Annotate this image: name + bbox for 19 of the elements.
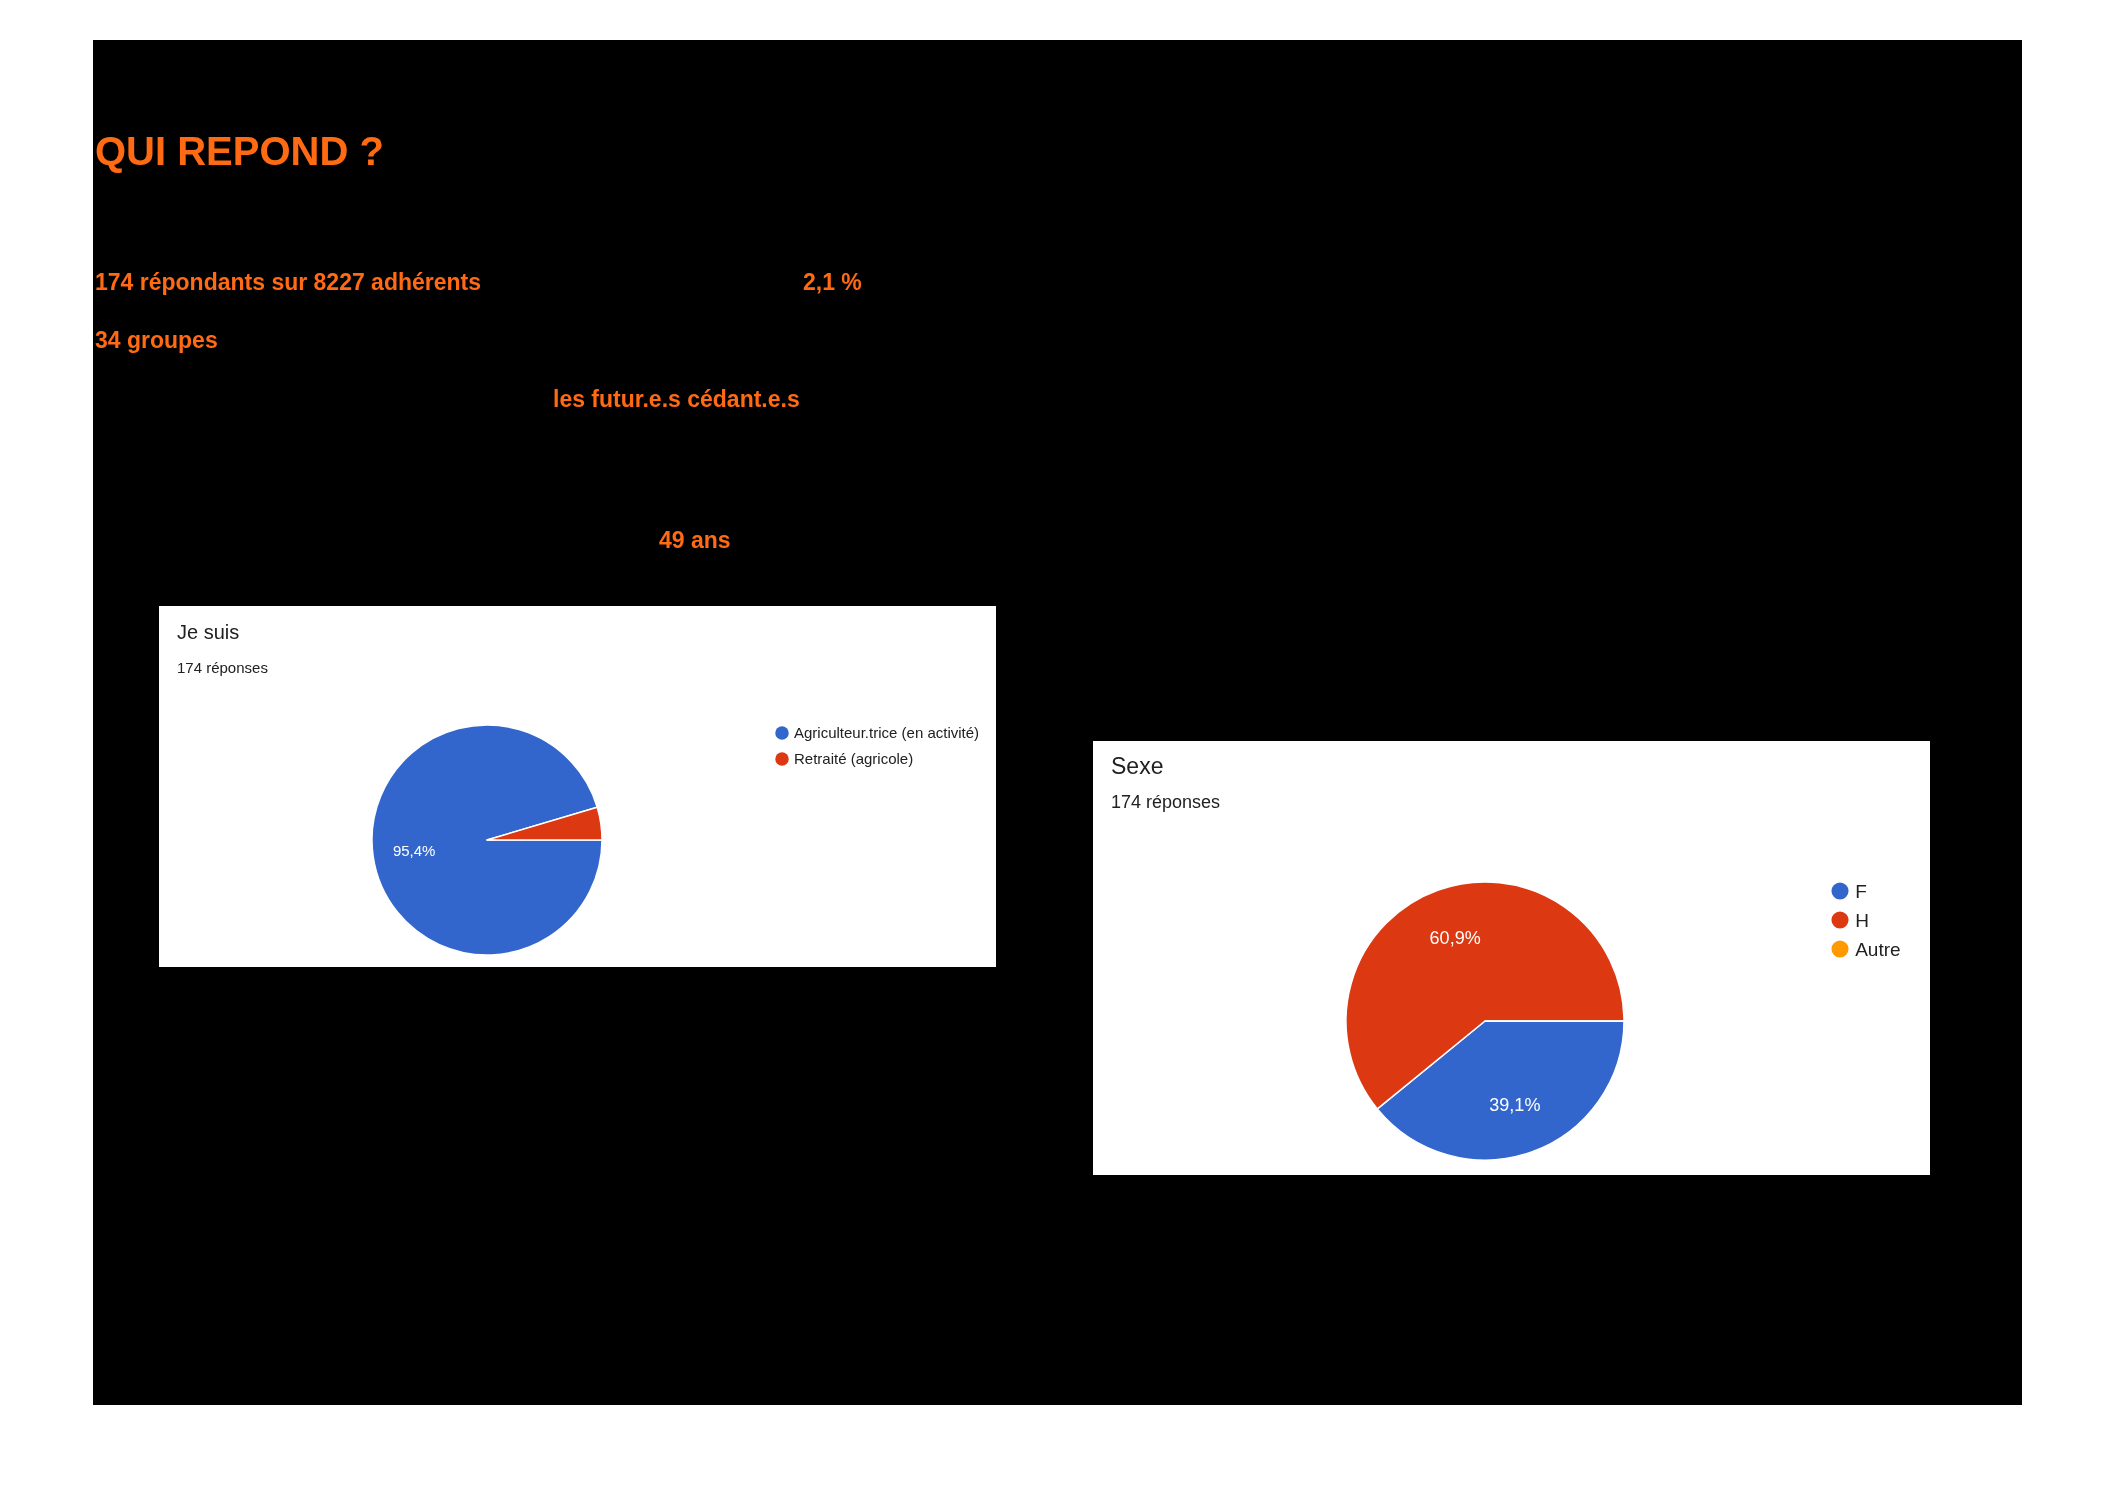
data-label: 39,1% xyxy=(1489,1095,1541,1116)
data-label: 95,4% xyxy=(392,841,436,859)
text: 174 réponses xyxy=(1111,792,1221,812)
pie-slice xyxy=(371,724,603,956)
legend-label: Retraité (agricole) xyxy=(794,750,914,768)
legend-label: Autre xyxy=(1855,938,1901,960)
text: 174 répondants sur 8227 adhérents xyxy=(95,269,482,295)
text: 49 ans xyxy=(659,527,731,553)
data-label: 60,9% xyxy=(1429,927,1481,948)
legend-label: Agriculteur.trice (en activité) xyxy=(794,724,980,742)
text: Je suis xyxy=(177,621,240,643)
text: 2,1 % xyxy=(803,269,862,295)
legend-label: H xyxy=(1855,909,1869,931)
text: 174 réponses xyxy=(177,659,268,676)
text: Sexe xyxy=(1111,753,1164,779)
text: QUI REPOND ? xyxy=(95,129,384,173)
legend-label: F xyxy=(1855,880,1867,902)
text: 34 groupes xyxy=(95,327,218,353)
text: les futur.e.s cédant.e.s xyxy=(553,386,800,412)
